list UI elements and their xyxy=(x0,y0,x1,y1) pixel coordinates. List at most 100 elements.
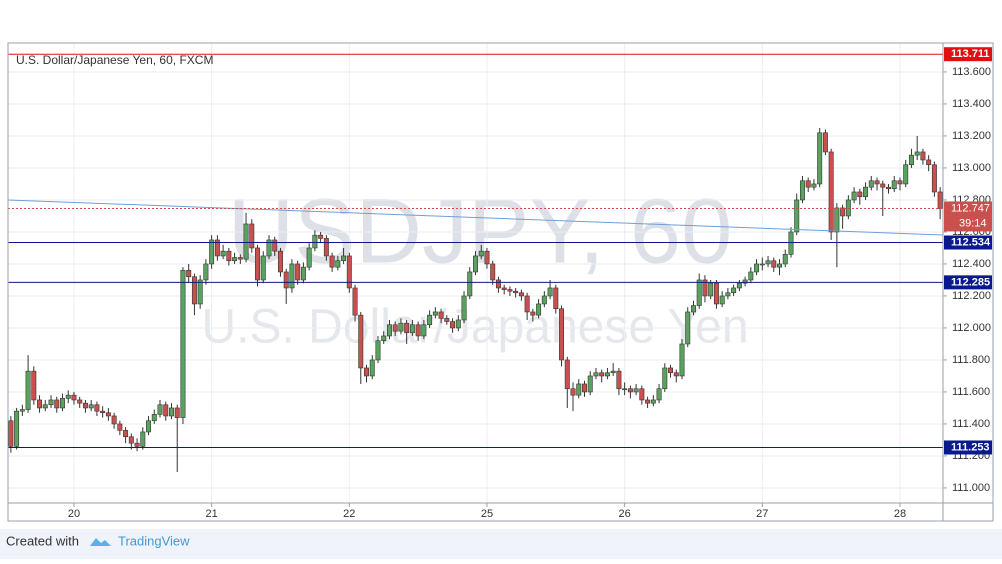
level-label: 112.285 xyxy=(951,276,990,288)
candle-body xyxy=(352,287,358,316)
candle-body xyxy=(690,305,696,313)
candle-body xyxy=(513,290,519,294)
y-tick-label: 112.400 xyxy=(952,258,991,270)
candle-body xyxy=(134,442,140,447)
candle-body xyxy=(444,318,450,322)
candle-body xyxy=(82,402,88,409)
candle-body xyxy=(593,372,599,377)
level-tag xyxy=(944,440,992,455)
candle-body xyxy=(639,388,645,401)
level-tag xyxy=(944,47,992,62)
y-tick-label: 111.400 xyxy=(952,418,990,430)
candle-body xyxy=(908,154,914,166)
candle-body xyxy=(191,276,197,305)
candle-body xyxy=(312,234,318,249)
candle-body xyxy=(237,257,243,260)
candle-body xyxy=(736,282,742,289)
candle-body xyxy=(186,270,192,278)
candle-body xyxy=(702,279,708,297)
candle-body xyxy=(937,191,943,209)
candle-body xyxy=(427,314,433,326)
candle-body xyxy=(77,399,83,404)
candle-body xyxy=(547,287,553,297)
candle-body xyxy=(300,266,306,281)
candle-body xyxy=(662,367,668,390)
x-tick-label: 21 xyxy=(206,508,218,520)
candle-body xyxy=(404,322,410,334)
x-tick-label: 27 xyxy=(756,508,768,520)
candle-body xyxy=(295,263,301,281)
candle-body xyxy=(209,239,215,265)
candle-body xyxy=(226,250,232,262)
candle-body xyxy=(495,279,501,289)
candle-body xyxy=(421,324,427,337)
candle-body xyxy=(840,207,846,217)
current-price-label: 112.747 xyxy=(951,202,990,214)
candle-body xyxy=(146,420,152,433)
candle-body xyxy=(570,388,576,396)
candle-body xyxy=(473,255,478,273)
candle-body xyxy=(318,234,324,239)
candle-body xyxy=(616,370,622,390)
footer-brand[interactable]: TradingView xyxy=(118,533,190,548)
candle-body xyxy=(392,324,398,332)
candle-body xyxy=(220,250,226,257)
level-tag xyxy=(944,235,992,250)
candle-body xyxy=(771,260,777,268)
candle-body xyxy=(582,383,587,393)
x-tick-label: 25 xyxy=(481,508,493,520)
candle-body xyxy=(415,324,421,337)
candle-body xyxy=(60,398,65,409)
candle-body xyxy=(857,191,863,198)
candle-body xyxy=(541,295,547,305)
candle-body xyxy=(868,180,874,188)
candle-body xyxy=(851,191,857,201)
level-label: 111.253 xyxy=(951,441,990,453)
candle-body xyxy=(105,412,111,417)
candle-body xyxy=(197,279,203,305)
candle-body xyxy=(788,231,794,255)
candle-body xyxy=(386,324,392,337)
candle-body xyxy=(524,295,530,313)
candle-body xyxy=(111,415,117,425)
countdown: 39:14 xyxy=(959,217,987,229)
candle-body xyxy=(381,335,387,342)
candle-body xyxy=(553,287,559,310)
candle-body xyxy=(931,164,937,193)
y-tick-label: 113.600 xyxy=(952,66,991,78)
candle-body xyxy=(501,287,507,290)
candle-body xyxy=(341,255,347,262)
x-tick-label: 26 xyxy=(619,508,631,520)
candle-body xyxy=(94,404,100,412)
candle-body xyxy=(765,260,771,265)
candle-body xyxy=(673,372,679,377)
candle-body xyxy=(272,239,278,252)
candle-body xyxy=(874,180,880,185)
candle-body xyxy=(398,322,404,332)
candle-body xyxy=(604,372,610,377)
candle-body xyxy=(163,404,169,417)
footer-prefix[interactable]: Created with xyxy=(6,533,79,548)
candle-body xyxy=(277,250,283,273)
candle-body xyxy=(926,159,932,166)
candle-body xyxy=(140,431,146,447)
candle-body xyxy=(117,423,123,431)
candle-body xyxy=(232,257,238,262)
candle-body xyxy=(346,255,352,289)
candle-body xyxy=(507,289,513,292)
candle-body xyxy=(203,263,209,281)
candle-body xyxy=(323,238,329,257)
brand-logo[interactable] xyxy=(90,538,111,546)
candle-body xyxy=(633,388,639,393)
candle-body xyxy=(214,239,220,257)
candle-body xyxy=(432,311,438,316)
candle-body xyxy=(679,343,685,377)
candle-body xyxy=(243,223,249,260)
candle-body xyxy=(329,255,335,268)
y-tick-label: 111.800 xyxy=(952,354,990,366)
candle-body xyxy=(742,279,748,284)
candle-body xyxy=(54,399,60,409)
candle-body xyxy=(450,321,456,329)
candle-body xyxy=(559,308,565,361)
